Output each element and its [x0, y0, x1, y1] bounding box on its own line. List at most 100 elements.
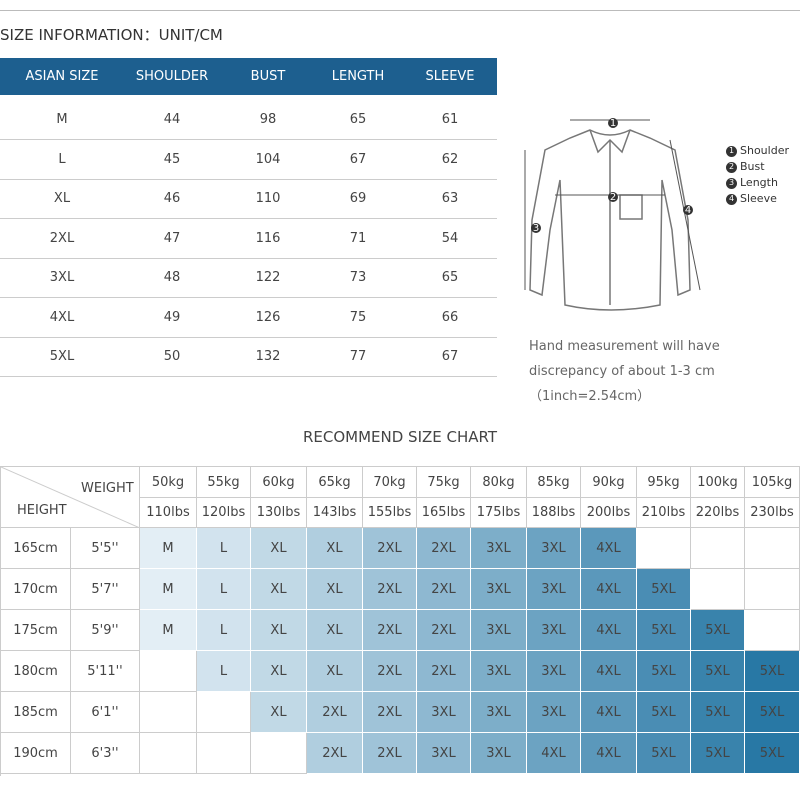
- size-cell: 4XL: [581, 733, 637, 774]
- legend-number: 3: [726, 177, 737, 189]
- legend: 1 Shoulder 2 Bust 3 Length 4 Sleeve: [726, 143, 789, 207]
- height-ft: 5'11'': [71, 651, 140, 692]
- size-cell: 2XL: [363, 692, 417, 733]
- weight-lbs: 110lbs: [140, 498, 197, 528]
- size-cell: 2XL: [307, 692, 363, 733]
- weight-kg: 65kg: [307, 467, 363, 498]
- weight-lbs: 143lbs: [307, 498, 363, 528]
- size-cell: 3XL: [471, 651, 527, 692]
- size-cell: [140, 733, 197, 774]
- size-cell: 2XL: [417, 569, 471, 610]
- size-cell: M: [140, 610, 197, 651]
- table-cell: 75: [349, 309, 367, 325]
- height-ft: 6'3'': [71, 733, 140, 774]
- legend-item: 4 Sleeve: [726, 191, 789, 207]
- size-cell: 5XL: [637, 733, 691, 774]
- size-cell: 3XL: [527, 569, 581, 610]
- table-cell: 45: [163, 151, 181, 167]
- table-cell: 4XL: [49, 309, 75, 325]
- size-cell: 5XL: [691, 692, 745, 733]
- size-cell: 3XL: [471, 692, 527, 733]
- shirt-diagram: 1 2 3 4: [524, 118, 701, 311]
- row-divider: [0, 336, 497, 338]
- table-cell: 126: [255, 309, 281, 325]
- table-cell: M: [56, 112, 68, 127]
- table-cell: 44: [163, 112, 181, 127]
- size-cell: 3XL: [471, 733, 527, 774]
- size-cell: 5XL: [745, 692, 800, 733]
- top-rule: [0, 10, 800, 11]
- size-cell: XL: [307, 528, 363, 569]
- column-header: SLEEVE: [425, 69, 475, 84]
- table-cell: 67: [441, 349, 459, 364]
- weight-lbs: 155lbs: [363, 498, 417, 528]
- header-bar: [0, 58, 497, 95]
- legend-label: Sleeve: [740, 192, 777, 205]
- size-cell: 3XL: [417, 733, 471, 774]
- size-cell: L: [197, 528, 251, 569]
- table-cell: 122: [255, 270, 281, 285]
- table-cell: 61: [441, 112, 459, 127]
- table-cell: 98: [259, 112, 277, 127]
- size-cell: 2XL: [363, 528, 417, 569]
- marker-number: 3: [533, 223, 539, 234]
- marker-number: 1: [610, 118, 616, 129]
- size-cell: 2XL: [417, 651, 471, 692]
- weight-lbs: 130lbs: [251, 498, 307, 528]
- size-cell: 5XL: [637, 651, 691, 692]
- size-cell: 4XL: [581, 610, 637, 651]
- legend-number: 1: [726, 145, 737, 157]
- height-cm: 190cm: [1, 733, 71, 774]
- size-cell: 3XL: [471, 528, 527, 569]
- row-divider: [0, 297, 497, 298]
- row-divider: [0, 218, 497, 219]
- marker-number: 4: [685, 205, 691, 216]
- weight-lbs: 230lbs: [745, 498, 800, 528]
- weight-lbs: 210lbs: [637, 498, 691, 528]
- size-cell: 4XL: [581, 569, 637, 610]
- table-cell: 132: [255, 349, 281, 364]
- size-cell: 2XL: [363, 569, 417, 610]
- size-cell: 2XL: [307, 733, 363, 774]
- size-cell: 3XL: [527, 528, 581, 569]
- weight-kg: 85kg: [527, 467, 581, 498]
- size-cell: 3XL: [471, 569, 527, 610]
- size-cell: 3XL: [471, 610, 527, 651]
- size-cell: [637, 528, 691, 569]
- table-cell: 48: [163, 270, 181, 285]
- table-cell: 73: [349, 270, 367, 285]
- height-label: HEIGHT: [17, 503, 67, 518]
- size-cell: XL: [251, 569, 307, 610]
- weight-lbs: 165lbs: [417, 498, 471, 528]
- table-cell: 5XL: [49, 349, 75, 364]
- size-cell: 5XL: [745, 733, 800, 774]
- weight-kg: 80kg: [471, 467, 527, 498]
- size-cell: 5XL: [691, 733, 745, 774]
- height-ft: 5'9'': [71, 610, 140, 651]
- table-cell: 65: [441, 270, 459, 285]
- height-ft: 5'7'': [71, 569, 140, 610]
- size-cell: [691, 569, 745, 610]
- table-cell: 62: [441, 151, 459, 167]
- row-divider: [0, 139, 497, 140]
- height-cm: 170cm: [1, 569, 71, 610]
- legend-item: 3 Length: [726, 175, 789, 191]
- size-cell: 2XL: [417, 528, 471, 569]
- table-cell: 54: [441, 230, 459, 246]
- size-cell: 3XL: [417, 692, 471, 733]
- table-cell: 50: [163, 349, 181, 364]
- size-cell: 4XL: [581, 528, 637, 569]
- table-cell: 49: [163, 309, 181, 325]
- height-cm: 180cm: [1, 651, 71, 692]
- note: Hand measurement will have discrepancy o…: [529, 339, 720, 404]
- recommend-title: RECOMMEND SIZE CHART: [302, 428, 498, 446]
- row-divider: [0, 376, 497, 377]
- size-cell: 3XL: [527, 651, 581, 692]
- size-cell: M: [140, 528, 197, 569]
- legend-label: Length: [740, 176, 778, 189]
- weight-lbs: 200lbs: [581, 498, 637, 528]
- table-cell: 3XL: [49, 270, 75, 285]
- table-cell: 110: [255, 191, 281, 206]
- weight-kg: 55kg: [197, 467, 251, 498]
